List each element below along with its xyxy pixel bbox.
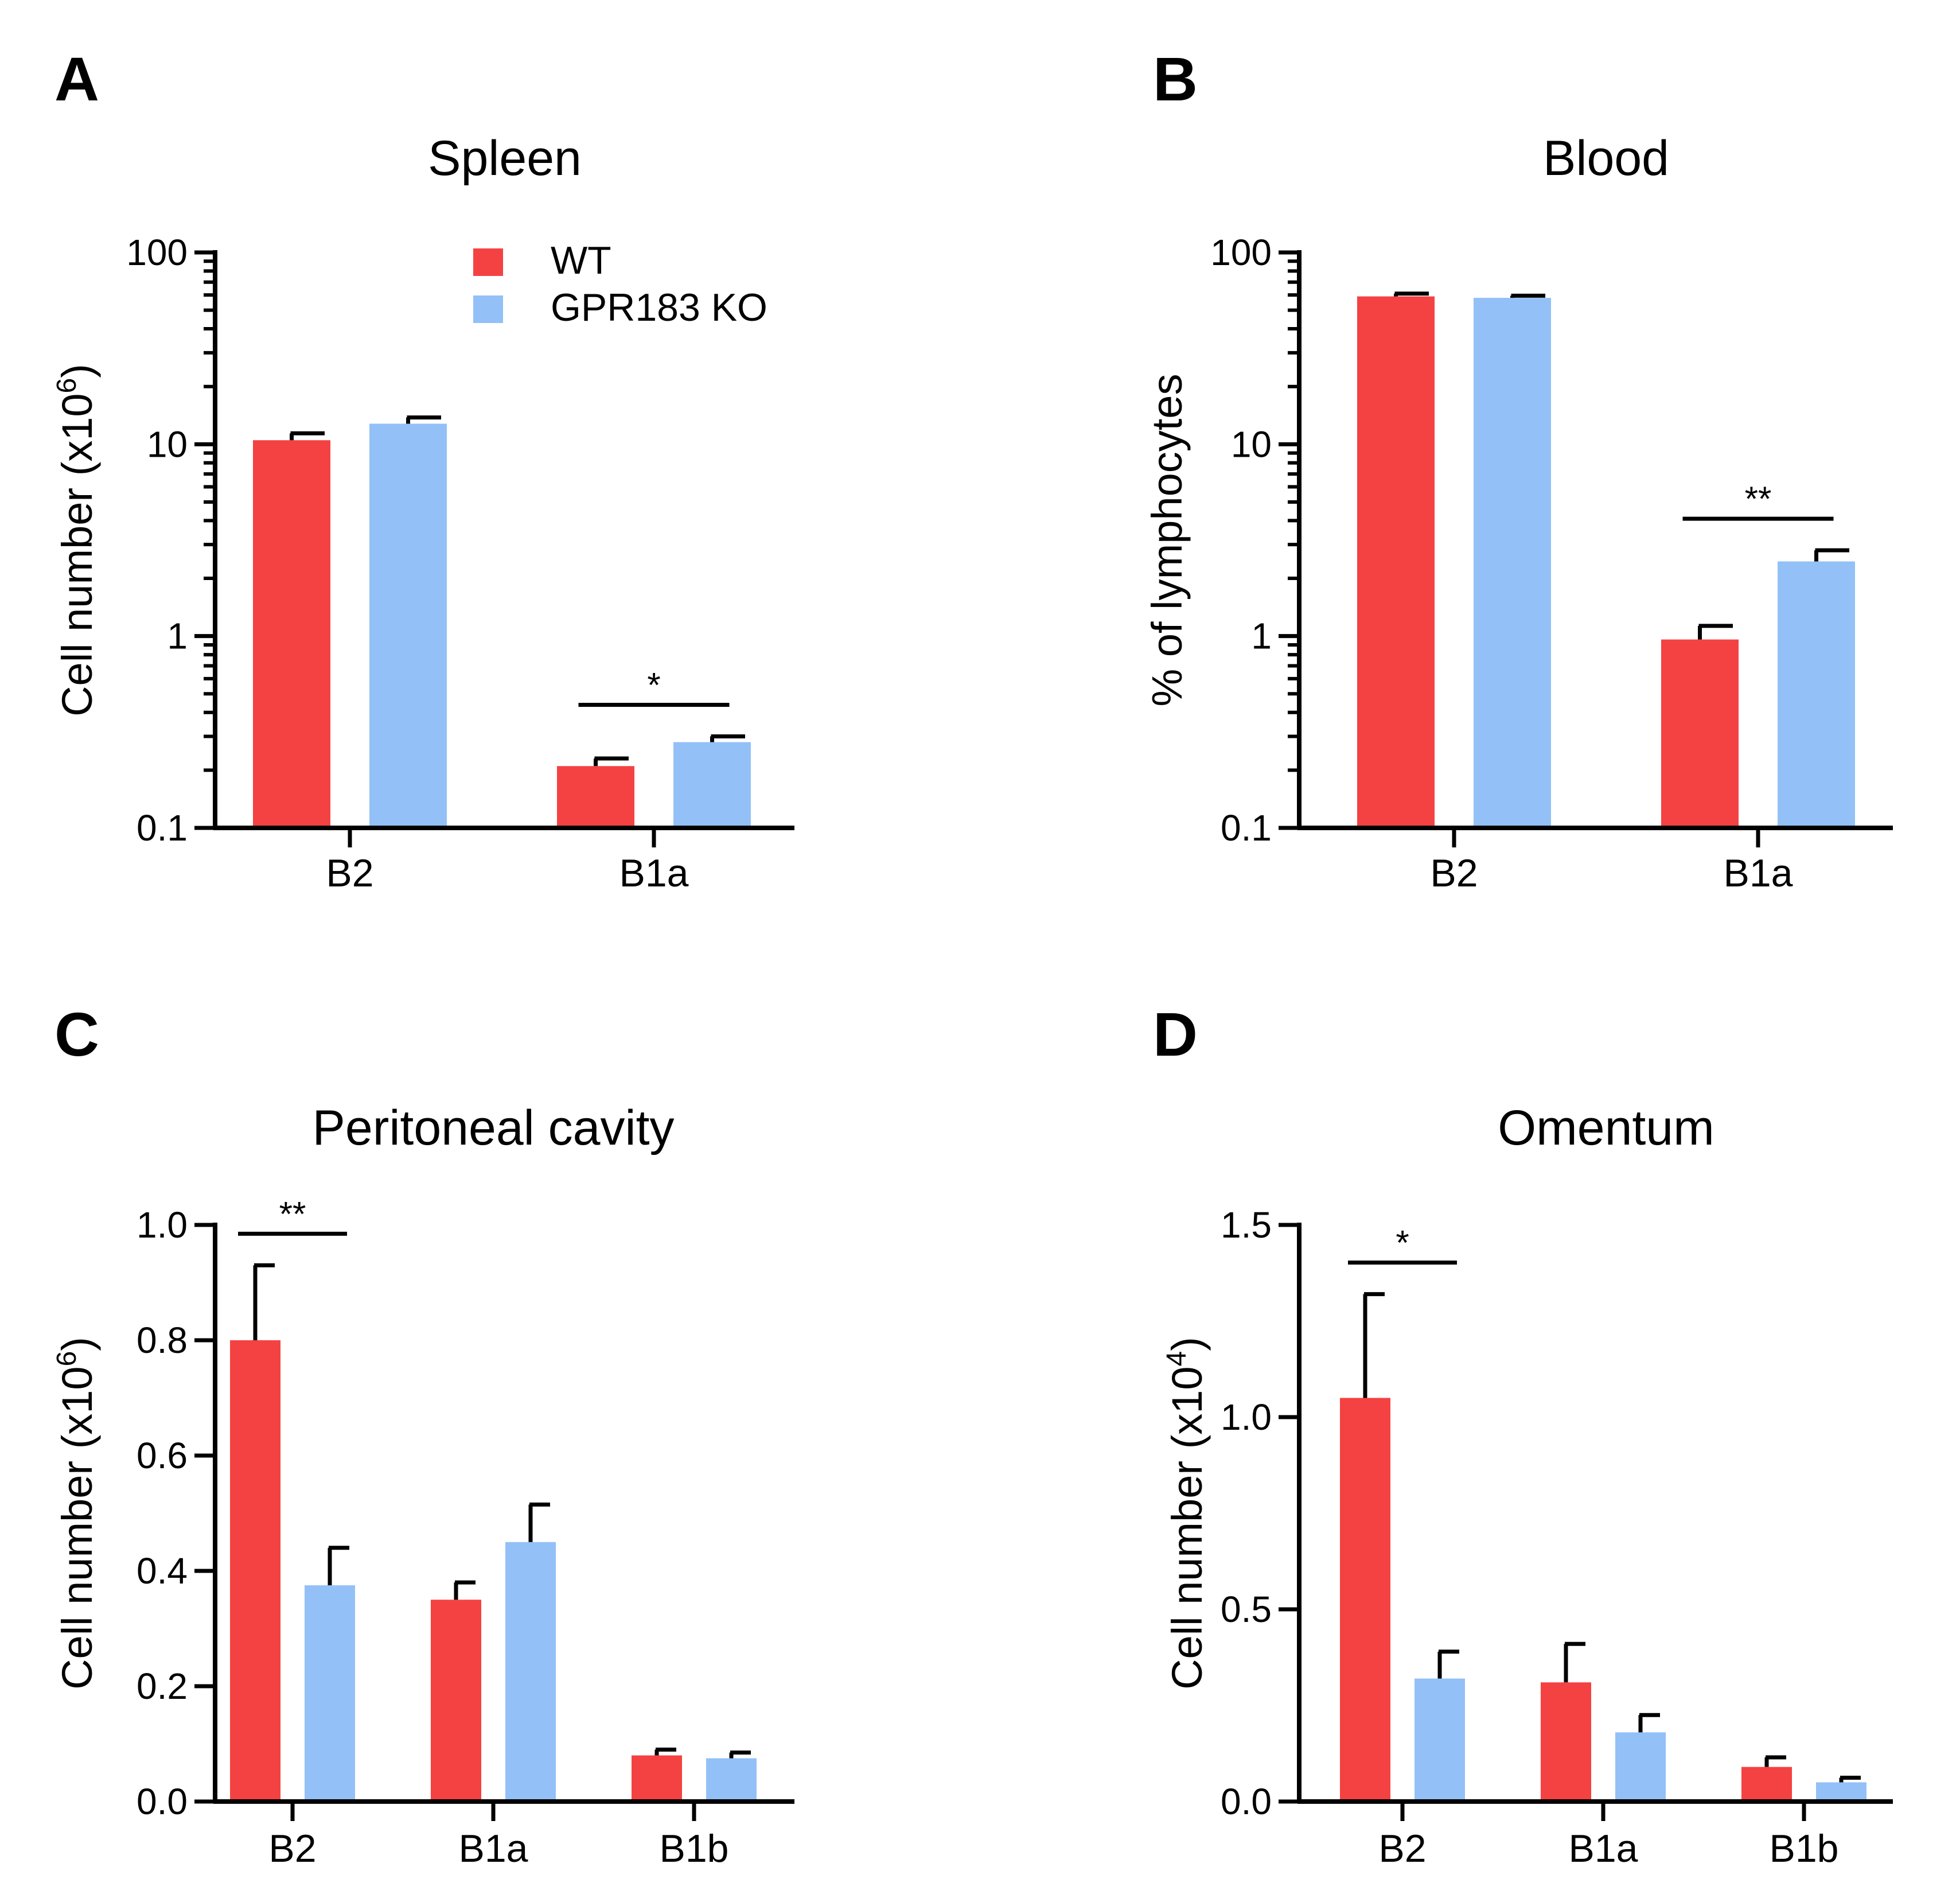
y-tick-label: 0.4	[137, 1550, 188, 1592]
panel-b: B Blood % of lymphocytes 0.1 1 10 100 B2 B1a **	[1143, 44, 1893, 895]
legend-label: GPR183 KO	[551, 286, 767, 329]
x-tick-label: B1a	[619, 851, 689, 895]
x-tick-label: B2	[1378, 1827, 1426, 1870]
chart-title: Spleen	[428, 131, 582, 186]
panel-letter: C	[54, 999, 99, 1069]
bar-wt-b2	[1340, 1398, 1390, 1802]
y-tick-label: 1	[1251, 616, 1272, 657]
y-axis-label: Cell number (x106)	[52, 364, 101, 717]
x-tick-label: B1a	[459, 1827, 528, 1870]
y-tick-label: 1	[167, 616, 188, 657]
y-tick-label: 1.5	[1221, 1204, 1272, 1246]
chart-title: Peritoneal cavity	[313, 1100, 675, 1156]
significance-label: *	[1396, 1224, 1409, 1262]
bar-wt-b2	[230, 1340, 280, 1802]
y-tick-label: 100	[1210, 232, 1272, 273]
y-tick-label: 0.8	[137, 1320, 188, 1361]
y-tick-label: 0.6	[137, 1435, 188, 1476]
x-tick-label: B2	[1430, 851, 1478, 895]
bar-wt-b2	[253, 440, 330, 828]
bar-gpr183-ko-b1a	[505, 1542, 556, 1802]
bar-gpr183-ko-b2	[1415, 1678, 1465, 1802]
bar-gpr183-ko-b2	[305, 1585, 355, 1802]
y-tick-label: 10	[1231, 423, 1272, 465]
y-axis-label: Cell number (x104)	[1162, 1337, 1211, 1690]
bar-wt-b1a	[557, 766, 634, 828]
x-tick-label: B2	[326, 851, 373, 895]
bar-wt-b1a	[431, 1600, 481, 1802]
panel-d: D Omentum Cell number (x104) 0.0 0.5 1.0 1.5 B2…	[1153, 999, 1893, 1870]
legend-swatch	[473, 295, 503, 323]
y-axis-label: % of lymphocytes	[1143, 374, 1191, 707]
bar-gpr183-ko-b1a	[1615, 1732, 1666, 1802]
bar-wt-b1b	[1741, 1767, 1792, 1802]
bar-wt-b1a	[1541, 1682, 1591, 1802]
chart-title: Blood	[1543, 131, 1669, 186]
y-tick-label: 0.5	[1221, 1589, 1272, 1630]
bar-wt-b1b	[632, 1755, 682, 1802]
bar-gpr183-ko-b1a	[673, 742, 751, 828]
y-tick-label: 10	[147, 423, 188, 465]
y-tick-label: 1.0	[137, 1204, 188, 1246]
significance-label: **	[279, 1195, 306, 1233]
chart-title: Omentum	[1498, 1100, 1714, 1156]
x-tick-label: B1a	[1569, 1827, 1638, 1870]
y-tick-label: 0.1	[137, 807, 188, 849]
y-tick-label: 1.0	[1221, 1396, 1272, 1438]
y-axis-label: Cell number (x106)	[52, 1337, 101, 1690]
panel-letter: D	[1153, 999, 1198, 1069]
bar-wt-b1a	[1661, 639, 1739, 828]
bar-gpr183-ko-b2	[1474, 298, 1551, 828]
y-tick-label: 100	[126, 232, 188, 273]
bar-gpr183-ko-b2	[369, 423, 447, 828]
significance-label: *	[647, 666, 660, 704]
y-tick-label: 0.1	[1221, 807, 1272, 849]
y-tick-label: 0.0	[1221, 1781, 1272, 1822]
panel-a: A Spleen Cell number (x106) 0.1 1 10 100 B2 B1a *	[52, 44, 794, 895]
legend-label: WT	[551, 239, 611, 282]
x-tick-label: B2	[268, 1827, 316, 1870]
significance-label: **	[1745, 480, 1772, 518]
panel-letter: A	[54, 44, 99, 114]
x-tick-label: B1a	[1724, 851, 1793, 895]
panel-c: C Peritoneal cavity Cell number (x106) 0.0 0…	[52, 999, 794, 1870]
y-tick-label: 0.0	[137, 1781, 188, 1822]
panel-letter: B	[1153, 44, 1198, 114]
bar-gpr183-ko-b1b	[706, 1758, 757, 1802]
legend-swatch	[473, 248, 503, 276]
y-tick-label: 0.2	[137, 1666, 188, 1707]
x-tick-label: B1b	[1770, 1827, 1839, 1870]
bar-wt-b2	[1357, 296, 1435, 828]
bar-gpr183-ko-b1b	[1816, 1782, 1867, 1802]
bar-gpr183-ko-b1a	[1778, 561, 1855, 828]
x-tick-label: B1b	[660, 1827, 729, 1870]
